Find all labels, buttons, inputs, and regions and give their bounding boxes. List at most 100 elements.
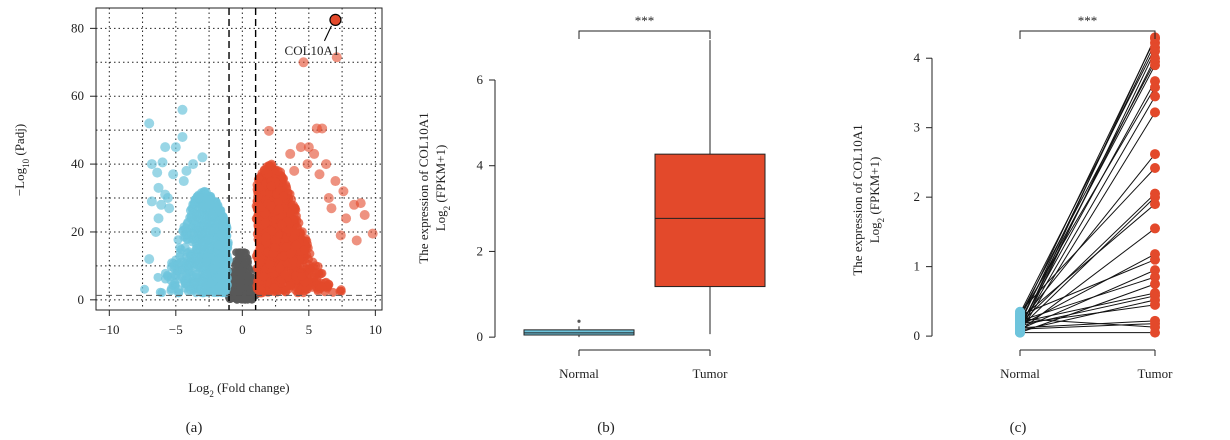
pair-line	[1019, 228, 1156, 331]
point-down-regulated	[160, 142, 171, 153]
point-up-regulated	[274, 204, 284, 214]
point-down-regulated	[153, 272, 163, 282]
point-tumor	[1150, 53, 1160, 64]
point-tumor	[1150, 265, 1160, 276]
highlight-label: COL10A1	[285, 43, 340, 58]
x-tick-label: 10	[369, 322, 382, 337]
point-up-regulated	[338, 186, 349, 197]
significance-label: ***	[1078, 13, 1098, 28]
point-up-regulated	[335, 230, 346, 241]
point-down-regulated	[185, 285, 195, 295]
pair-line	[1019, 299, 1156, 332]
y-tick-label: 40	[71, 156, 84, 171]
point-up-regulated	[266, 201, 276, 211]
point-up-regulated	[292, 223, 302, 233]
point-up-regulated	[279, 251, 289, 261]
point-down-regulated	[199, 214, 209, 224]
point-up-regulated	[323, 193, 334, 204]
y-tick-label: 2	[914, 189, 921, 204]
point-up-regulated	[275, 263, 285, 273]
point-down-regulated	[214, 240, 224, 250]
pair-line	[1019, 269, 1156, 330]
box-tumor	[654, 153, 766, 288]
x-tick-label: Normal	[559, 366, 599, 381]
y-tick-label: 0	[477, 329, 484, 344]
point-down-regulated	[170, 142, 181, 153]
significance-bracket	[578, 30, 711, 39]
point-up-regulated	[253, 192, 263, 202]
pair-line	[1019, 167, 1156, 313]
point-up-regulated	[277, 220, 287, 230]
point-up-regulated	[295, 142, 306, 153]
point-up-regulated	[252, 180, 262, 190]
point-up-regulated	[259, 165, 269, 175]
point-down-regulated	[155, 287, 165, 297]
point-up-regulated	[285, 148, 296, 159]
bracket-line	[1019, 30, 1156, 39]
point-up-regulated	[255, 243, 265, 253]
point-not-significant	[246, 275, 255, 284]
point-up-regulated	[281, 242, 291, 252]
panel-label-b: (b)	[597, 420, 615, 436]
point-up-regulated	[280, 270, 290, 280]
point-up-regulated	[302, 159, 313, 170]
pair-line	[1019, 283, 1156, 334]
y-tick-label: 6	[477, 72, 484, 87]
point-up-regulated	[297, 271, 307, 281]
point-up-regulated	[324, 280, 334, 290]
point-not-significant	[241, 248, 250, 257]
point-tumor	[1150, 76, 1160, 87]
point-up-regulated	[282, 184, 292, 194]
point-tumor	[1150, 188, 1160, 199]
point-tumor	[1150, 288, 1160, 299]
point-tumor	[1150, 199, 1160, 210]
point-up-regulated	[336, 286, 346, 296]
point-down-regulated	[220, 270, 230, 280]
point-down-regulated	[164, 203, 175, 214]
point-down-regulated	[146, 159, 157, 170]
point-down-regulated	[193, 244, 203, 254]
point-up-regulated	[300, 245, 310, 255]
point-down-regulated	[157, 157, 168, 168]
point-tumor	[1150, 107, 1160, 118]
pair-line	[1019, 295, 1156, 327]
volcano-plot: −10 −5 0 5 10 0 20 40 60 80 COL10A1 Log2 (Fold ch…	[12, 7, 383, 436]
pair-line	[1019, 193, 1156, 324]
point-up-regulated	[270, 243, 280, 253]
significance-bracket	[1019, 30, 1156, 39]
point-down-regulated	[184, 261, 194, 271]
point-down-regulated	[190, 279, 200, 289]
point-up-regulated	[314, 169, 325, 180]
point-up-regulated	[291, 240, 301, 250]
point-up-regulated	[267, 226, 277, 236]
point-tumor	[1150, 279, 1160, 289]
point-down-regulated	[197, 202, 207, 212]
point-up-regulated	[298, 57, 309, 68]
pair-line	[1019, 320, 1156, 329]
point-up-regulated	[253, 234, 263, 244]
point-not-significant	[234, 288, 243, 297]
panel-label-c: (c)	[1010, 420, 1027, 436]
point-down-regulated	[214, 205, 224, 215]
outlier-point	[577, 319, 581, 323]
y-tick-label: 4	[477, 158, 484, 173]
point-up-regulated	[278, 191, 288, 201]
y-tick-label: 80	[71, 20, 84, 35]
pair-line	[1019, 203, 1156, 320]
point-down-regulated	[205, 225, 215, 235]
point-up-regulated	[355, 198, 366, 209]
point-up-regulated	[286, 249, 296, 259]
point-down-regulated	[192, 269, 202, 279]
point-up-regulated	[359, 209, 370, 220]
point-up-regulated	[260, 218, 270, 228]
point-up-regulated	[301, 284, 311, 294]
point-up-regulated	[288, 255, 298, 265]
y-axis-title-line2: Log2 (FPKM+1)	[433, 145, 452, 232]
point-up-regulated	[266, 181, 276, 191]
point-up-regulated	[289, 165, 300, 176]
point-down-regulated	[201, 269, 211, 279]
y-axis-title-line1: The expression of COL10A1	[850, 124, 865, 275]
point-down-regulated	[216, 229, 226, 239]
y-axis-title-line2: Log2 (FPKM+1)	[867, 157, 886, 244]
point-up-regulated	[330, 176, 341, 187]
